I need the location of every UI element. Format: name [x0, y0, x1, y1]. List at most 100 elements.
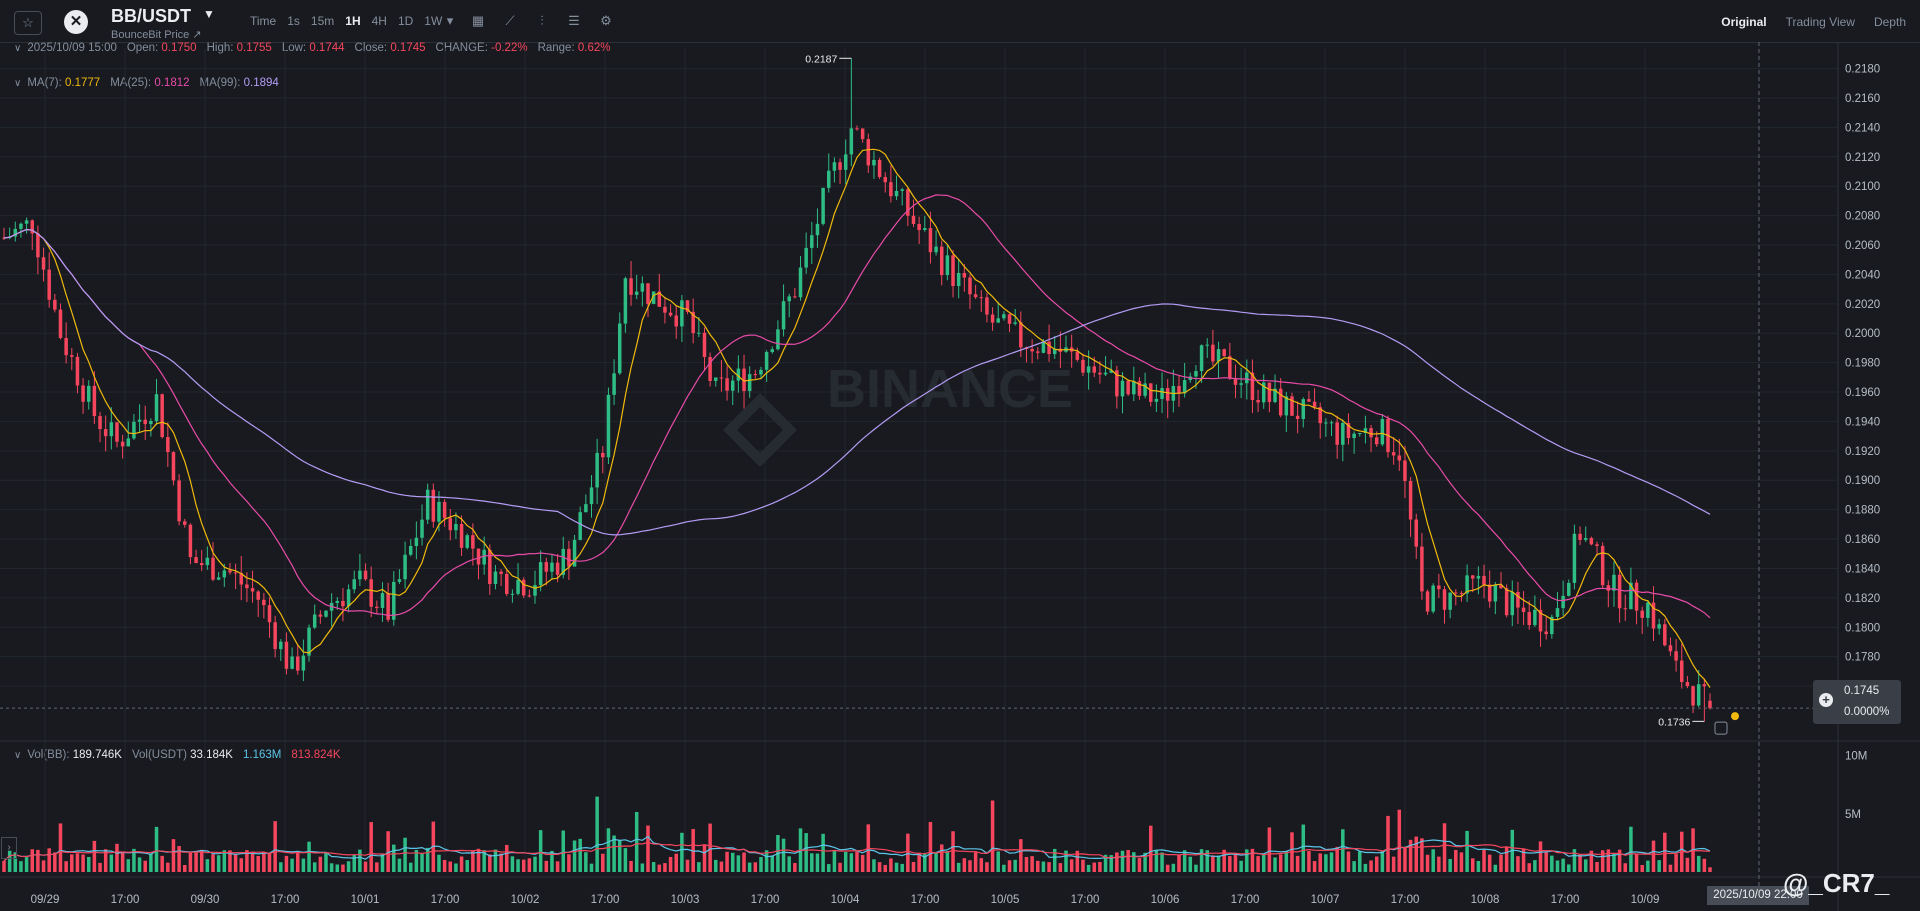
- symbol-dropdown-icon[interactable]: ▼: [203, 7, 215, 21]
- candle-body: [1459, 592, 1464, 594]
- settings-list-icon[interactable]: ☰: [568, 13, 580, 28]
- volume-bar: [363, 861, 368, 872]
- volume-bar: [697, 862, 701, 872]
- volume-bar: [1448, 859, 1452, 872]
- expand-panel-icon[interactable]: ›: [1, 837, 17, 859]
- candle-date: 2025/10/09 15:00: [27, 42, 117, 54]
- volume-bar: [567, 854, 571, 872]
- candle-body: [1324, 422, 1328, 424]
- candle-body: [1295, 415, 1300, 419]
- candle-body: [109, 422, 114, 437]
- volume-bar: [1561, 858, 1565, 872]
- interval-more-icon[interactable]: ▾: [446, 13, 454, 28]
- collapse-chevron-icon[interactable]: ∨: [14, 43, 22, 54]
- interval-tab-4h[interactable]: 4H: [371, 14, 387, 28]
- interval-tab-1d[interactable]: 1D: [397, 14, 414, 28]
- candle-body: [75, 356, 80, 386]
- candle-body: [606, 394, 611, 458]
- volume-bar: [810, 853, 814, 872]
- interval-tab-1s[interactable]: 1s: [287, 14, 300, 28]
- time-tick-label: 10/02: [511, 894, 540, 906]
- candle-body: [1606, 585, 1611, 591]
- volume-bar: [1459, 852, 1464, 872]
- volume-bar: [1205, 850, 1209, 872]
- volume-bar: [1154, 849, 1159, 872]
- volume-bar: [770, 855, 775, 872]
- volume-bar: [1307, 851, 1311, 872]
- calendar-icon[interactable]: ▦: [471, 13, 485, 28]
- volume-bar: [1674, 854, 1678, 872]
- volume-bar: [719, 861, 724, 872]
- time-tick-label: 17:00: [111, 894, 140, 906]
- candle-body: [736, 368, 741, 381]
- view-tab-depth[interactable]: Depth: [1873, 15, 1906, 29]
- interval-tab-time[interactable]: Time: [250, 14, 277, 28]
- candle-body: [1612, 574, 1616, 591]
- candle-body: [1148, 383, 1153, 402]
- volume-bar: [13, 852, 18, 872]
- favorite-star-icon[interactable]: ☆: [14, 11, 42, 35]
- volume-bar: [177, 846, 181, 872]
- ma25-line: [3, 194, 1711, 619]
- candle-body: [923, 228, 927, 230]
- volume-bar: [1516, 856, 1520, 872]
- interval-tab-1h[interactable]: 1H: [345, 14, 361, 28]
- volume-bar: [7, 850, 12, 872]
- interval-tab-1w[interactable]: 1W: [424, 14, 443, 28]
- price-tick-label: 0.2080: [1845, 211, 1880, 223]
- volume-bar: [702, 844, 707, 872]
- volume-bar: [1465, 830, 1469, 872]
- add-alert-icon[interactable]: +: [1819, 693, 1833, 707]
- candle-body: [499, 571, 503, 574]
- volume-bar: [1228, 856, 1232, 872]
- candle-body: [403, 554, 407, 580]
- price-tick-label: 0.1880: [1845, 505, 1880, 517]
- volume-bar: [1358, 851, 1362, 872]
- candle-body: [199, 563, 204, 566]
- volume-bar: [1194, 864, 1198, 872]
- gear-icon[interactable]: ⚙: [600, 13, 612, 28]
- candle-body: [544, 562, 549, 572]
- candle-body: [719, 377, 724, 379]
- view-tab-original[interactable]: Original: [1721, 15, 1767, 29]
- volume-bar: [1369, 860, 1373, 872]
- candle-body: [103, 429, 108, 437]
- volume-bar: [1211, 855, 1215, 872]
- vol-ma2-value: 813.824K: [291, 749, 341, 761]
- volume-bar: [877, 862, 882, 872]
- volume-bar: [1047, 862, 1051, 872]
- crosshair-time-label: 2025/10/09 22:00: [1707, 886, 1809, 905]
- candle-type-icon[interactable]: ⫶: [540, 13, 544, 28]
- volume-bar: [1544, 852, 1548, 872]
- candle-body: [1103, 372, 1108, 375]
- volume-bar: [1143, 852, 1147, 872]
- symbol-subtitle[interactable]: BounceBit Price ↗: [111, 29, 202, 41]
- volume-bar: [555, 861, 560, 872]
- volume-bar: [1058, 863, 1063, 872]
- candle-body: [1567, 582, 1571, 596]
- last-price-box[interactable]: + 0.1745 0.0000%: [1813, 680, 1901, 724]
- candle-body: [968, 277, 972, 295]
- volume-bar: [448, 861, 453, 872]
- volume-bar: [1533, 860, 1537, 872]
- candle-body: [1538, 609, 1543, 632]
- close-label: Close:: [354, 42, 388, 54]
- candle-body: [1154, 398, 1159, 402]
- indicator-icon[interactable]: ⟋: [505, 13, 515, 28]
- candle-body: [312, 614, 317, 628]
- collapse-chevron-icon[interactable]: ∨: [14, 78, 22, 89]
- volume-bar: [1470, 858, 1475, 872]
- candle-body: [1075, 351, 1080, 360]
- interval-tab-15m[interactable]: 15m: [310, 14, 335, 28]
- ma99-line: [3, 228, 1711, 536]
- volume-bar: [216, 855, 221, 872]
- candle-body: [1278, 388, 1283, 416]
- candlestick-chart[interactable]: 0.17600.17800.18000.18200.18400.18600.18…: [0, 42, 1920, 911]
- volume-bar: [199, 849, 204, 872]
- collapse-chevron-icon[interactable]: ∨: [14, 750, 22, 761]
- symbol-title[interactable]: BB/USDT: [111, 6, 191, 26]
- ohlc-legend: ∨ 2025/10/09 15:00 Open: 0.1750 High: 0.175…: [14, 42, 620, 54]
- view-tab-trading-view[interactable]: Trading View: [1785, 15, 1855, 29]
- volume-bar: [1538, 841, 1543, 872]
- volume-bar: [267, 853, 272, 872]
